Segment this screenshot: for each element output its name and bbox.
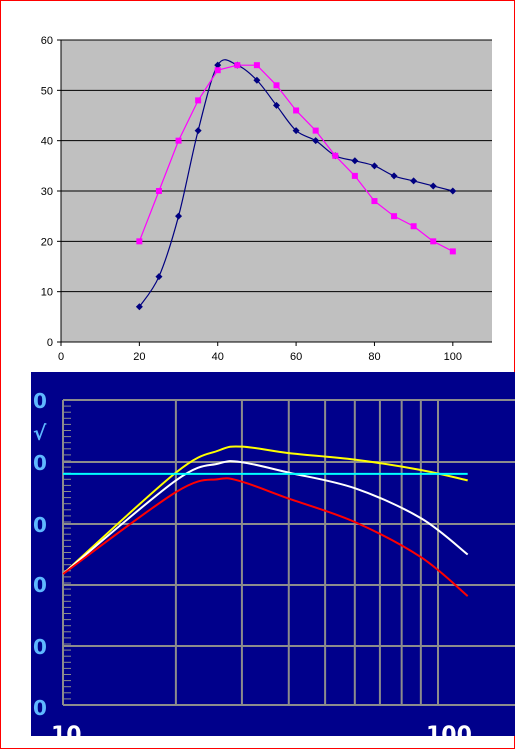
series-2-point — [371, 198, 378, 205]
y-tick-label: √ — [33, 421, 47, 445]
series-1-point — [253, 76, 261, 84]
series-1-point — [194, 127, 202, 135]
x-tick-label: 40 — [212, 351, 224, 363]
y-tick-label: 30 — [41, 186, 53, 198]
y-tick-label: 0 — [33, 635, 47, 659]
series-2-point — [136, 238, 143, 245]
series-1-point — [155, 273, 163, 281]
series-1-point — [410, 177, 418, 185]
y-tick-label: 0 — [33, 451, 47, 475]
x-tick-label: 80 — [368, 351, 380, 363]
series-1-point — [429, 182, 437, 190]
series-2-point — [253, 62, 260, 69]
x-tick-label: 60 — [290, 351, 302, 363]
x-tick-label: 10 — [51, 723, 82, 748]
series-1-point — [312, 137, 320, 145]
series-2-point — [351, 172, 358, 179]
series-1-point — [370, 162, 378, 170]
y-tick-label: 40 — [41, 136, 53, 148]
y-tick-label: 0 — [33, 513, 47, 537]
response-curve-1 — [62, 445, 468, 575]
series-1-point — [273, 101, 280, 109]
series-1-point — [214, 61, 222, 69]
y-tick-label: 20 — [41, 236, 53, 248]
y-tick-label: 0 — [33, 696, 47, 720]
y-tick-label: 10 — [41, 287, 53, 299]
y-tick-label: 50 — [41, 85, 53, 97]
plot-background — [31, 372, 515, 736]
series-2-point — [410, 223, 417, 230]
series-1-point — [175, 212, 183, 220]
series-1-point — [351, 157, 359, 165]
y-tick-label: 60 — [41, 35, 53, 47]
series-2-point — [214, 67, 221, 74]
response-curve-2 — [62, 460, 469, 575]
y-tick-label: 0 — [33, 389, 47, 413]
series-2-point — [312, 127, 319, 134]
series-1-point — [292, 127, 300, 135]
series-1-point — [135, 303, 143, 311]
line-chart-top: 0 10 20 30 40 50 60 0 20 40 60 80 100 — [41, 35, 492, 363]
series-2-point — [449, 248, 456, 255]
series-2-point — [175, 137, 182, 144]
series-2-point — [332, 152, 339, 159]
response-curve-4 — [62, 477, 469, 597]
series-2-point — [430, 238, 437, 245]
series-1-point — [390, 172, 398, 180]
x-tick-label: 100 — [444, 351, 462, 363]
x-tick-label: 0 — [58, 351, 64, 363]
x-tick-label: 100 — [426, 723, 472, 748]
series-2-point — [391, 213, 398, 220]
series-1-point — [449, 187, 457, 195]
series-2-point — [273, 82, 280, 89]
series-2-point — [195, 97, 202, 104]
series-2-point — [155, 188, 162, 194]
y-tick-label: 0 — [33, 573, 47, 597]
series-2-point — [234, 62, 241, 69]
series-2-point — [293, 107, 300, 114]
x-tick-label: 20 — [133, 351, 145, 363]
y-tick-label: 0 — [47, 337, 53, 349]
